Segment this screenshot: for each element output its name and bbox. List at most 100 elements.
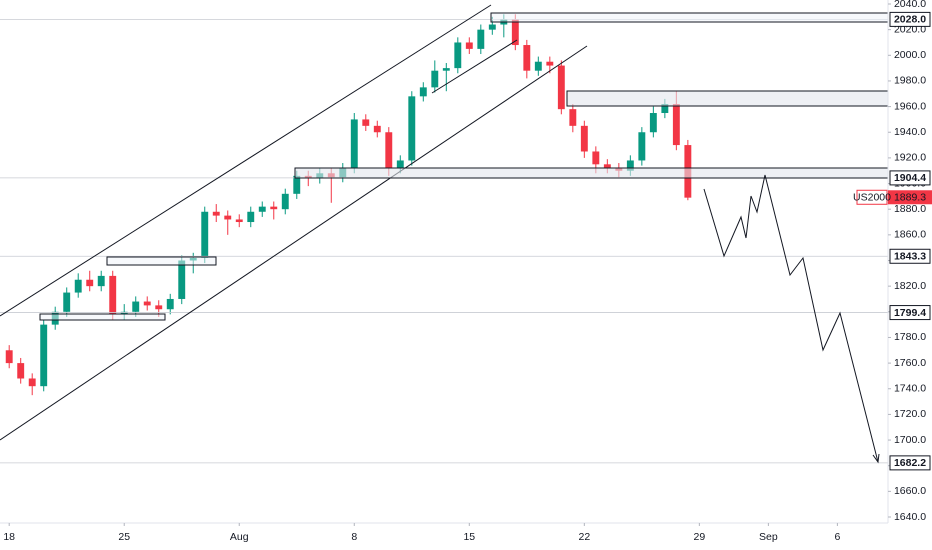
price-level-box [889, 305, 931, 321]
price-level-label: 1799.4 [894, 307, 926, 319]
zone [106, 256, 217, 266]
candle-body [488, 24, 496, 30]
candle-body [385, 132, 393, 169]
y-tick-label: 1860.0 [894, 229, 926, 241]
y-tick-label: 2040.0 [894, 0, 926, 10]
candle-body [396, 160, 404, 169]
zone [490, 12, 889, 23]
drawings [0, 4, 889, 464]
y-tick-label: 1820.0 [894, 280, 926, 292]
x-tick-label: 6 [834, 531, 840, 543]
candle-body [293, 175, 301, 194]
y-tick-label: 1640.0 [894, 511, 926, 523]
y-tick-label: 1960.0 [894, 100, 926, 112]
candle-body [109, 275, 117, 315]
symbol-label: US2000 [853, 192, 891, 204]
candle-body [28, 378, 36, 387]
candle-body [431, 70, 439, 88]
x-tick-label: 8 [351, 531, 357, 543]
price-level-box [889, 170, 931, 186]
price-level-label: 1904.4 [894, 172, 926, 184]
candle-body [419, 87, 427, 97]
candle-body [120, 311, 128, 315]
x-tick-label: 15 [463, 531, 475, 543]
candle-body [511, 19, 519, 46]
candle-body [580, 125, 588, 152]
price-level-label: 1682.2 [894, 457, 926, 469]
candle-body [17, 363, 25, 379]
candle-body [5, 350, 13, 364]
x-tick-label: 18 [3, 531, 15, 543]
candle-body [373, 125, 381, 133]
candle-body [362, 119, 370, 126]
y-tick-label: 1780.0 [894, 331, 926, 343]
candle-body [155, 305, 163, 310]
price-level-box [889, 455, 931, 471]
last-price-label: 1889.3 [894, 192, 926, 204]
x-tick-label: Sep [759, 531, 778, 543]
candle-body [626, 160, 634, 171]
y-tick-label: 1660.0 [894, 485, 926, 497]
y-tick-label: 1700.0 [894, 434, 926, 446]
y-tick-label: 1760.0 [894, 357, 926, 369]
projection-arrow [872, 453, 880, 464]
candle-body [465, 42, 473, 49]
candle-body [86, 279, 94, 287]
candle-body [442, 68, 450, 71]
candle-body [178, 260, 186, 299]
last-price-box [888, 190, 932, 205]
channel-lower [0, 45, 588, 441]
candle-body [534, 61, 542, 71]
x-tick-label: 22 [578, 531, 590, 543]
candle-body [408, 96, 416, 161]
price-level-label: 2028.0 [894, 14, 926, 26]
candle-body [350, 119, 358, 169]
candle-body [74, 279, 82, 293]
candle-body [132, 301, 140, 312]
candle-body [557, 65, 565, 110]
y-tick-label: 1940.0 [894, 126, 926, 138]
plot [0, 14, 888, 464]
y-tick-label: 1880.0 [894, 203, 926, 215]
x-tick-label: Aug [230, 531, 249, 543]
candle-body [212, 211, 220, 216]
y-tick-label: 1740.0 [894, 383, 926, 395]
candle-body [235, 219, 243, 223]
y-tick-label: 1920.0 [894, 152, 926, 164]
candle-body [523, 45, 531, 71]
candle-body [649, 113, 657, 133]
candle-body [603, 164, 611, 169]
y-tick-label: 2000.0 [894, 49, 926, 61]
price-level-box [889, 11, 931, 27]
zone [566, 90, 889, 107]
candle-body [281, 193, 289, 210]
candle-body [638, 132, 646, 161]
symbol-box [856, 189, 888, 205]
candle-body [63, 292, 71, 312]
candle-body [672, 104, 680, 146]
candle-body [247, 211, 255, 223]
zone [39, 313, 166, 321]
candle-body [454, 42, 462, 69]
candle-body [40, 324, 48, 387]
axes: 1640.01660.01680.01700.01720.01740.01760… [3, 0, 932, 543]
channel-mid [431, 39, 518, 94]
channel-upper [0, 4, 492, 317]
candle-body [97, 275, 105, 287]
candle-body [592, 151, 600, 165]
price-level-box [889, 248, 931, 264]
zone [294, 167, 889, 179]
y-tick-label: 1980.0 [894, 75, 926, 87]
candle-body [224, 215, 232, 220]
y-tick-label: 1720.0 [894, 408, 926, 420]
candle-body [258, 206, 266, 212]
candle-body [201, 211, 209, 258]
projection-path [703, 174, 879, 463]
candle-body [661, 104, 669, 114]
candle-body [569, 109, 577, 126]
candle-body [270, 206, 278, 210]
candle-body [477, 29, 485, 49]
x-tick-label: 29 [694, 531, 706, 543]
